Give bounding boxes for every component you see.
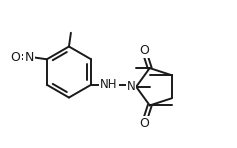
Text: NH: NH <box>100 78 118 91</box>
Text: N: N <box>24 51 34 64</box>
Text: O: O <box>10 51 20 64</box>
Text: O: O <box>139 117 149 130</box>
Text: O: O <box>139 44 149 57</box>
Text: N: N <box>127 80 135 93</box>
